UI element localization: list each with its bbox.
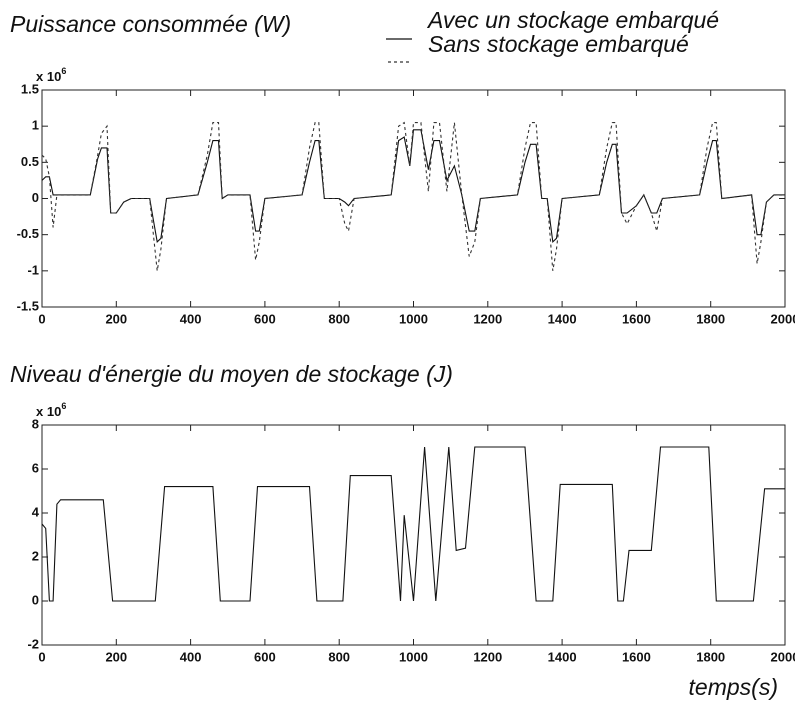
x-tick-label: 200	[105, 649, 127, 664]
legend-label: Avec un stockage embarqué	[426, 7, 719, 33]
y-scale-exponent: 6	[61, 66, 66, 76]
chart-title: Puissance consommée (W)	[10, 11, 291, 37]
x-tick-label: 2000	[771, 649, 795, 664]
y-tick-label: 6	[32, 460, 39, 475]
x-tick-label: 200	[105, 311, 127, 326]
y-tick-label: 8	[32, 416, 39, 431]
x-tick-label: 800	[328, 649, 350, 664]
x-tick-label: 2000	[771, 311, 795, 326]
y-scale-label: x 106	[36, 66, 66, 84]
x-tick-label: 1200	[473, 649, 502, 664]
y-scale-base: x 10	[36, 404, 61, 419]
x-tick-label: 1000	[399, 649, 428, 664]
x-tick-label: 1200	[473, 311, 502, 326]
y-scale-exponent: 6	[61, 401, 66, 411]
x-tick-label: 1800	[696, 649, 725, 664]
y-tick-label: 0	[32, 190, 39, 205]
x-axis-label: temps(s)	[689, 674, 778, 700]
y-tick-label: 1.5	[21, 81, 39, 96]
legend-label: Sans stockage embarqué	[428, 31, 689, 57]
chart-title: Niveau d'énergie du moyen de stockage (J…	[10, 361, 453, 387]
x-tick-label: 1000	[399, 311, 428, 326]
y-tick-label: 0	[32, 592, 39, 607]
plot-area	[41, 89, 786, 308]
data-line	[41, 121, 785, 271]
x-tick-label: 600	[254, 649, 276, 664]
x-tick-label: 1800	[696, 311, 725, 326]
x-tick-label: 1400	[548, 311, 577, 326]
y-tick-label: -0.5	[17, 226, 39, 241]
data-line	[41, 446, 785, 602]
y-tick-label: 0.5	[21, 154, 39, 169]
x-tick-label: 1600	[622, 649, 651, 664]
x-tick-label: 400	[180, 311, 202, 326]
y-tick-label: -1	[27, 262, 39, 277]
y-scale-base: x 10	[36, 69, 61, 84]
plot-area	[41, 424, 786, 646]
y-tick-label: 2	[32, 548, 39, 563]
x-tick-label: 800	[328, 311, 350, 326]
y-tick-label: -2	[27, 636, 39, 651]
x-tick-label: 0	[38, 649, 45, 664]
x-tick-label: 1600	[622, 311, 651, 326]
y-tick-label: 1	[32, 118, 39, 133]
x-tick-label: 400	[180, 649, 202, 664]
y-scale-label: x 106	[36, 401, 66, 419]
x-tick-label: 0	[38, 311, 45, 326]
y-tick-label: -1.5	[17, 298, 39, 313]
x-tick-label: 1400	[548, 649, 577, 664]
x-tick-label: 600	[254, 311, 276, 326]
y-tick-label: 4	[32, 504, 40, 519]
